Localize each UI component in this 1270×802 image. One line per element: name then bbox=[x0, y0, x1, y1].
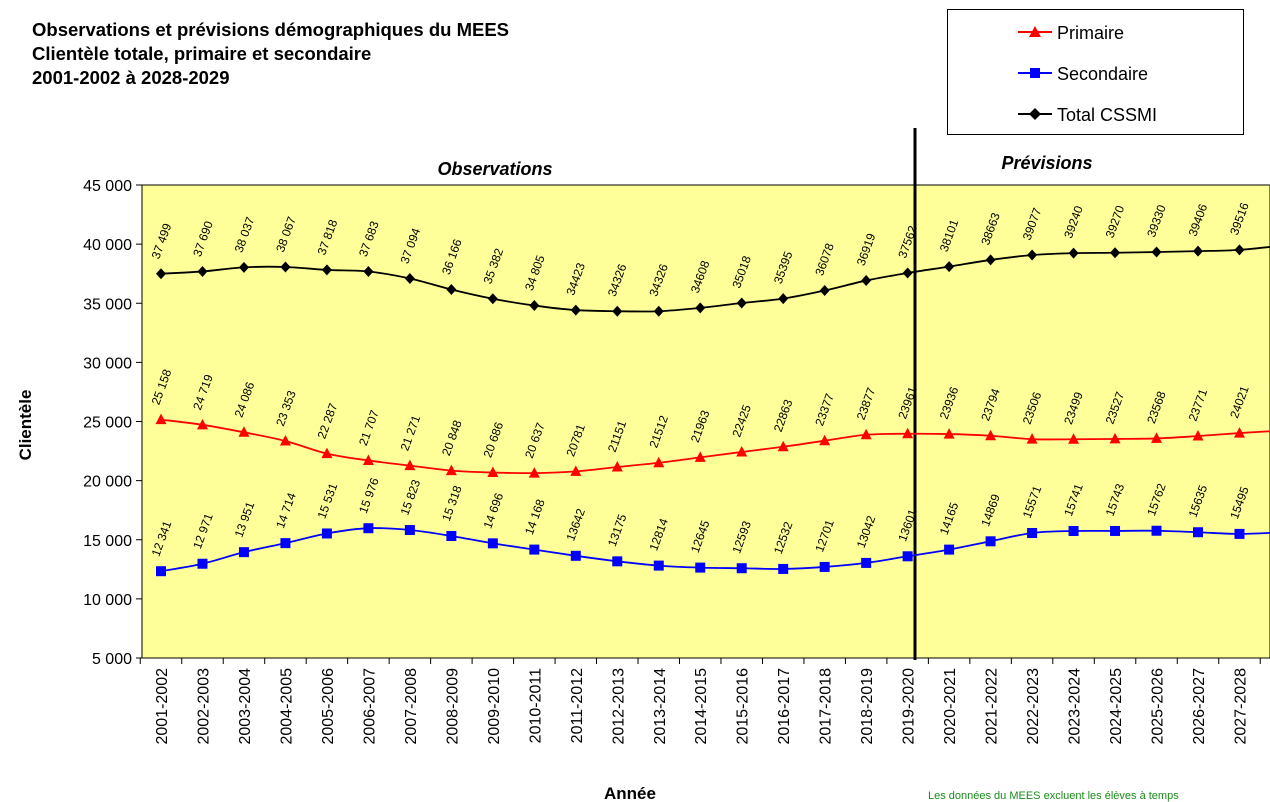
x-tick-label: 2010-2011 bbox=[527, 668, 544, 743]
point-secondaire bbox=[944, 545, 954, 555]
y-tick-label: 45 000 bbox=[83, 178, 132, 195]
x-tick-label: 2012-2013 bbox=[610, 668, 627, 745]
y-tick-label: 30 000 bbox=[83, 355, 132, 372]
diamond-marker-icon bbox=[1029, 108, 1041, 120]
x-tick-label: 2015-2016 bbox=[735, 668, 752, 745]
legend: Primaire Secondaire Total CSSMI bbox=[947, 9, 1244, 135]
point-secondaire bbox=[1069, 526, 1079, 536]
square-marker-icon bbox=[1030, 68, 1040, 78]
point-secondaire bbox=[280, 538, 290, 548]
x-tick-label: 2019-2020 bbox=[901, 668, 918, 745]
legend-label-primaire: Primaire bbox=[1057, 23, 1124, 43]
x-tick-label: 2017-2018 bbox=[818, 668, 835, 745]
legend-item-primaire: Primaire bbox=[1018, 23, 1124, 43]
previsions-label: Prévisions bbox=[1001, 153, 1092, 173]
x-tick-label: 2007-2008 bbox=[403, 668, 420, 745]
footnote: Les données du MEES excluent les élèves … bbox=[928, 790, 1179, 802]
x-tick-label: 2003-2004 bbox=[237, 668, 254, 745]
legend-label-secondaire: Secondaire bbox=[1057, 64, 1148, 84]
y-tick-label: 5 000 bbox=[92, 651, 132, 668]
y-axis-title: Clientèle bbox=[16, 390, 35, 461]
x-tick-label: 2020-2021 bbox=[942, 668, 959, 745]
x-tick-label: 2008-2009 bbox=[444, 668, 461, 745]
x-tick-label: 2022-2023 bbox=[1025, 668, 1042, 745]
point-secondaire bbox=[197, 559, 207, 569]
y-tick-label: 10 000 bbox=[83, 592, 132, 609]
x-tick-label: 2025-2026 bbox=[1150, 668, 1167, 745]
observations-label: Observations bbox=[437, 159, 552, 179]
y-tick-label: 35 000 bbox=[83, 296, 132, 313]
point-secondaire bbox=[654, 561, 664, 571]
x-tick-label: 2013-2014 bbox=[652, 668, 669, 745]
x-axis-title: Année bbox=[604, 784, 656, 801]
x-tick-label: 2016-2017 bbox=[776, 668, 793, 745]
x-axis: 2001-2002 2002-2003 2003-2004 2004-2005 2005… bbox=[140, 658, 1270, 745]
point-secondaire bbox=[737, 563, 747, 573]
point-secondaire bbox=[529, 545, 539, 555]
y-tick-label: 25 000 bbox=[83, 415, 132, 432]
point-secondaire bbox=[322, 528, 332, 538]
x-tick-label: 2014-2015 bbox=[693, 668, 710, 745]
point-secondaire bbox=[1193, 527, 1203, 537]
point-secondaire bbox=[861, 558, 871, 568]
legend-item-secondaire: Secondaire bbox=[1018, 64, 1148, 84]
y-tick-label: 15 000 bbox=[83, 533, 132, 550]
point-secondaire bbox=[1234, 529, 1244, 539]
x-tick-label: 2023-2024 bbox=[1067, 668, 1084, 745]
x-tick-label: 2001-2002 bbox=[154, 668, 171, 745]
point-secondaire bbox=[571, 551, 581, 561]
point-secondaire bbox=[1152, 526, 1162, 536]
x-tick-label: 2026-2027 bbox=[1191, 668, 1208, 745]
y-axis: 5 000 10 000 15 000 20 000 25 000 30 000 35 00… bbox=[83, 178, 142, 668]
x-tick-label: 2027-2028 bbox=[1232, 668, 1249, 745]
point-secondaire bbox=[820, 562, 830, 572]
point-secondaire bbox=[1027, 528, 1037, 538]
point-secondaire bbox=[1110, 526, 1120, 536]
point-secondaire bbox=[363, 523, 373, 533]
legend-label-total: Total CSSMI bbox=[1057, 105, 1157, 125]
x-tick-label: 2006-2007 bbox=[361, 668, 378, 745]
point-secondaire bbox=[446, 531, 456, 541]
x-tick-label: 2021-2022 bbox=[984, 668, 1001, 745]
x-tick-label: 2011-2012 bbox=[569, 668, 586, 743]
point-secondaire bbox=[405, 525, 415, 535]
y-tick-label: 20 000 bbox=[83, 474, 132, 491]
point-secondaire bbox=[488, 538, 498, 548]
point-secondaire bbox=[239, 547, 249, 557]
point-secondaire bbox=[903, 551, 913, 561]
x-tick-label: 2009-2010 bbox=[486, 668, 503, 745]
legend-item-total: Total CSSMI bbox=[1018, 105, 1157, 125]
x-tick-label: 2018-2019 bbox=[859, 668, 876, 745]
point-secondaire bbox=[612, 556, 622, 566]
point-secondaire bbox=[156, 566, 166, 576]
point-secondaire bbox=[695, 563, 705, 573]
y-tick-label: 40 000 bbox=[83, 237, 132, 254]
point-secondaire bbox=[986, 536, 996, 546]
point-secondaire bbox=[778, 564, 788, 574]
x-tick-label: 2024-2025 bbox=[1108, 668, 1125, 745]
x-tick-label: 2002-2003 bbox=[195, 668, 212, 745]
x-tick-label: 2005-2006 bbox=[320, 668, 337, 745]
x-tick-label: 2004-2005 bbox=[278, 668, 295, 745]
